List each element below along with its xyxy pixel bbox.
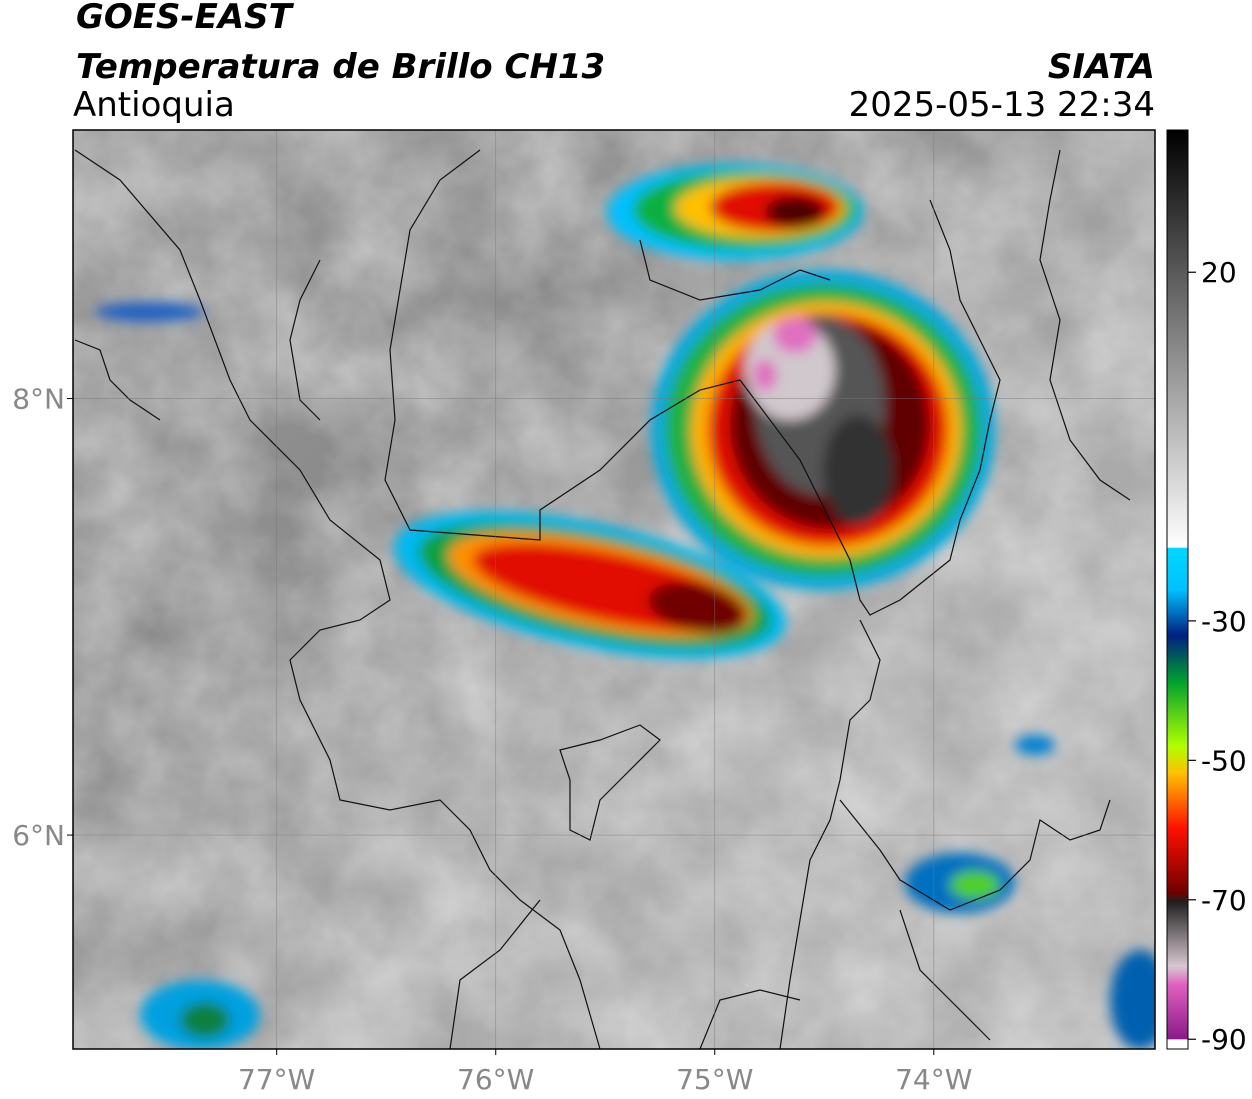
- map-frame: [72, 129, 1156, 1050]
- colorbar-tick-label: -30: [1201, 605, 1247, 638]
- lon-tick-label: 74°W: [895, 1063, 972, 1096]
- graticule: [67, 130, 1155, 1055]
- colorbar-tick-label: 20: [1201, 256, 1237, 289]
- lat-tick-label: 8°N: [12, 382, 65, 415]
- colorbar-tick-label: -70: [1201, 884, 1247, 917]
- source: SIATA: [1048, 47, 1155, 87]
- lon-tick-label: 76°W: [457, 1063, 534, 1096]
- title: GOES-EAST: [76, 0, 295, 37]
- lon-tick-label: 77°W: [238, 1063, 315, 1096]
- colorbar-tick-label: -50: [1201, 744, 1247, 777]
- colorbar: [1166, 129, 1189, 1050]
- imagery: [73, 130, 1155, 1049]
- subtitle: Temperatura de Brillo CH13: [76, 47, 605, 87]
- region: Antioquia: [73, 85, 235, 125]
- colorbar-tick-label: -90: [1201, 1023, 1247, 1056]
- colorbar-ticks: 20 -30 -50 -70 -90: [1188, 256, 1247, 1056]
- lat-tick-label: 6°N: [12, 819, 65, 852]
- datetime: 2025-05-13 22:34: [849, 85, 1155, 125]
- lon-tick-label: 75°W: [676, 1063, 753, 1096]
